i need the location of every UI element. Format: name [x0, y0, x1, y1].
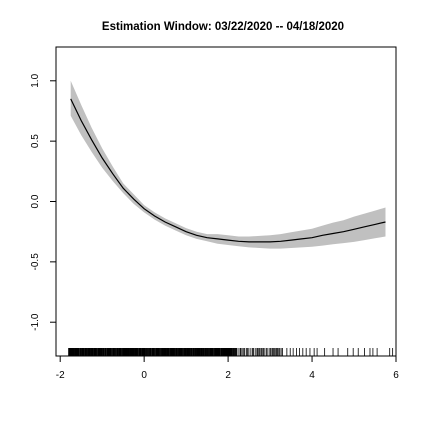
confidence-band: [70, 80, 386, 249]
y-tick-label: -1.0: [30, 313, 41, 331]
y-tick-label: -0.5: [30, 253, 41, 271]
band-area: [70, 80, 386, 249]
x-tick-label: 6: [393, 370, 399, 381]
x-axis: -2 0 2 4 6: [56, 355, 399, 381]
fitted-curve: [70, 98, 386, 243]
y-axis: -1.0 -0.5 0.0 0.5 1.0: [30, 73, 57, 331]
plot-frame: [55, 46, 397, 357]
x-tick-label: 2: [225, 370, 231, 381]
x-tick-label: -2: [56, 370, 65, 381]
x-tick-label: 0: [141, 370, 147, 381]
y-tick-label: 0.0: [30, 194, 41, 208]
rug-marks: [68, 348, 394, 356]
x-tick-label: 4: [309, 370, 315, 381]
chart-title: Estimation Window: 03/22/2020 -- 04/18/2…: [102, 21, 344, 33]
y-tick-label: 1.0: [30, 73, 41, 87]
series-line: [70, 98, 386, 243]
y-tick-label: 0.5: [30, 134, 41, 148]
